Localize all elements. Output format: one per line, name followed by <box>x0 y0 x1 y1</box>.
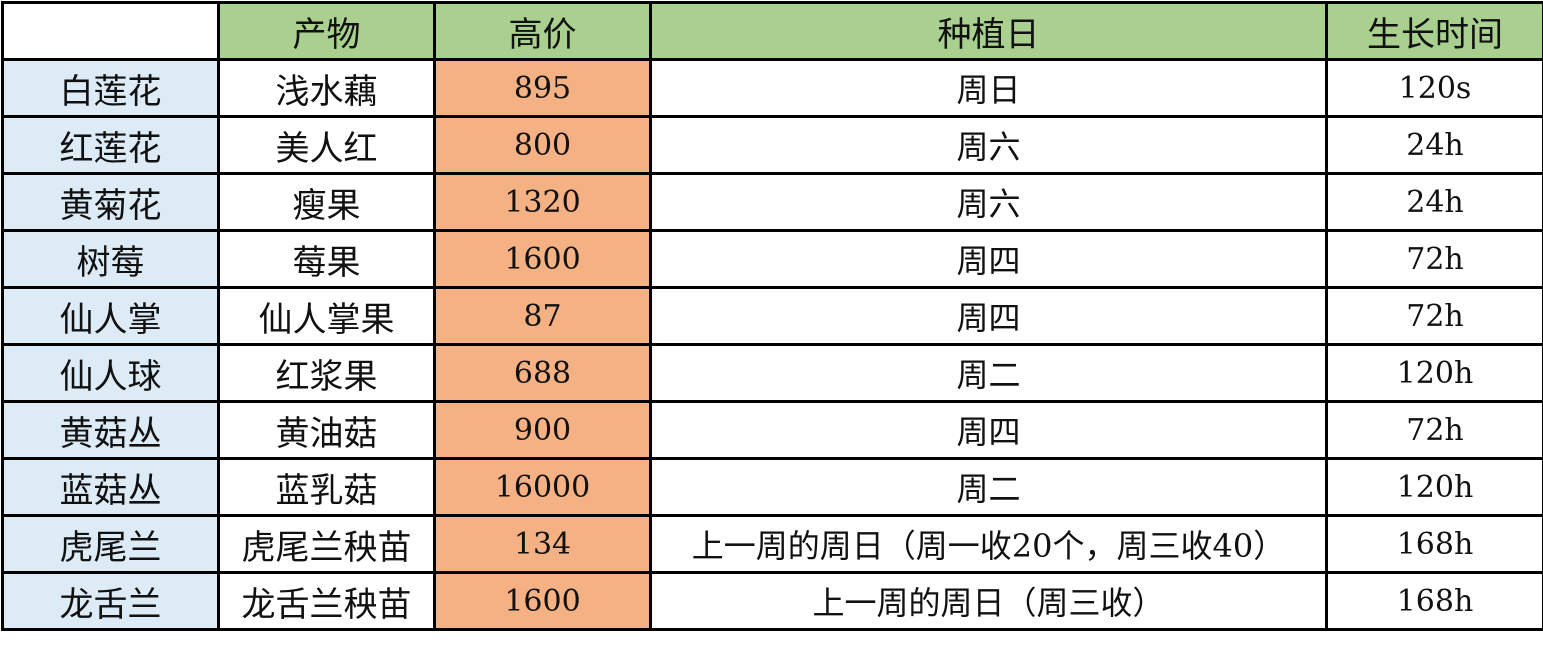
table-row: 红莲花 美人红 800 周六 24h <box>3 117 1543 174</box>
price-cell: 1320 <box>435 174 651 231</box>
header-growth-time: 生长时间 <box>1327 3 1543 60</box>
table-row: 白莲花 浅水藕 895 周日 120s <box>3 60 1543 117</box>
plant-day-cell: 周二 <box>651 345 1327 402</box>
growth-time-cell: 168h <box>1327 516 1543 573</box>
plant-name-cell: 仙人球 <box>3 345 219 402</box>
price-cell: 688 <box>435 345 651 402</box>
growth-time-cell: 72h <box>1327 231 1543 288</box>
plant-day-cell: 周二 <box>651 459 1327 516</box>
table-row: 仙人球 红浆果 688 周二 120h <box>3 345 1543 402</box>
growth-time-cell: 72h <box>1327 402 1543 459</box>
product-cell: 虎尾兰秧苗 <box>219 516 435 573</box>
price-cell: 895 <box>435 60 651 117</box>
plant-day-cell: 周四 <box>651 402 1327 459</box>
product-cell: 黄油菇 <box>219 402 435 459</box>
plant-name-cell: 虎尾兰 <box>3 516 219 573</box>
growth-time-cell: 120h <box>1327 345 1543 402</box>
plant-name-cell: 仙人掌 <box>3 288 219 345</box>
growth-time-cell: 72h <box>1327 288 1543 345</box>
price-cell: 87 <box>435 288 651 345</box>
table-row: 龙舌兰 龙舌兰秧苗 1600 上一周的周日（周三收） 168h <box>3 573 1543 630</box>
growth-time-cell: 24h <box>1327 174 1543 231</box>
plant-day-cell: 上一周的周日（周三收） <box>651 573 1327 630</box>
header-row: 产物 高价 种植日 生长时间 <box>3 3 1543 60</box>
product-cell: 蓝乳菇 <box>219 459 435 516</box>
growth-time-cell: 24h <box>1327 117 1543 174</box>
table-row: 黄菇丛 黄油菇 900 周四 72h <box>3 402 1543 459</box>
product-cell: 红浆果 <box>219 345 435 402</box>
price-cell: 800 <box>435 117 651 174</box>
growth-time-cell: 120s <box>1327 60 1543 117</box>
plant-day-cell: 周四 <box>651 288 1327 345</box>
plant-table: 产物 高价 种植日 生长时间 白莲花 浅水藕 895 周日 120s 红莲花 美… <box>1 1 1543 631</box>
price-cell: 1600 <box>435 573 651 630</box>
table-row: 树莓 莓果 1600 周四 72h <box>3 231 1543 288</box>
price-cell: 1600 <box>435 231 651 288</box>
plant-name-cell: 蓝菇丛 <box>3 459 219 516</box>
product-cell: 龙舌兰秧苗 <box>219 573 435 630</box>
plant-name-cell: 黄菇丛 <box>3 402 219 459</box>
table-row: 仙人掌 仙人掌果 87 周四 72h <box>3 288 1543 345</box>
header-product: 产物 <box>219 3 435 60</box>
header-plant-day: 种植日 <box>651 3 1327 60</box>
plant-day-cell: 周日 <box>651 60 1327 117</box>
table-row: 黄菊花 瘦果 1320 周六 24h <box>3 174 1543 231</box>
plant-day-cell: 周六 <box>651 117 1327 174</box>
plant-name-cell: 龙舌兰 <box>3 573 219 630</box>
plant-day-cell: 上一周的周日（周一收20个，周三收40） <box>651 516 1327 573</box>
product-cell: 瘦果 <box>219 174 435 231</box>
header-corner <box>3 3 219 60</box>
price-cell: 900 <box>435 402 651 459</box>
growth-time-cell: 168h <box>1327 573 1543 630</box>
plant-day-cell: 周六 <box>651 174 1327 231</box>
plant-name-cell: 树莓 <box>3 231 219 288</box>
plant-name-cell: 红莲花 <box>3 117 219 174</box>
plant-name-cell: 白莲花 <box>3 60 219 117</box>
price-cell: 16000 <box>435 459 651 516</box>
product-cell: 仙人掌果 <box>219 288 435 345</box>
product-cell: 浅水藕 <box>219 60 435 117</box>
product-cell: 莓果 <box>219 231 435 288</box>
table-row: 蓝菇丛 蓝乳菇 16000 周二 120h <box>3 459 1543 516</box>
growth-time-cell: 120h <box>1327 459 1543 516</box>
product-cell: 美人红 <box>219 117 435 174</box>
table-row: 虎尾兰 虎尾兰秧苗 134 上一周的周日（周一收20个，周三收40） 168h <box>3 516 1543 573</box>
plant-name-cell: 黄菊花 <box>3 174 219 231</box>
price-cell: 134 <box>435 516 651 573</box>
plant-day-cell: 周四 <box>651 231 1327 288</box>
header-price: 高价 <box>435 3 651 60</box>
